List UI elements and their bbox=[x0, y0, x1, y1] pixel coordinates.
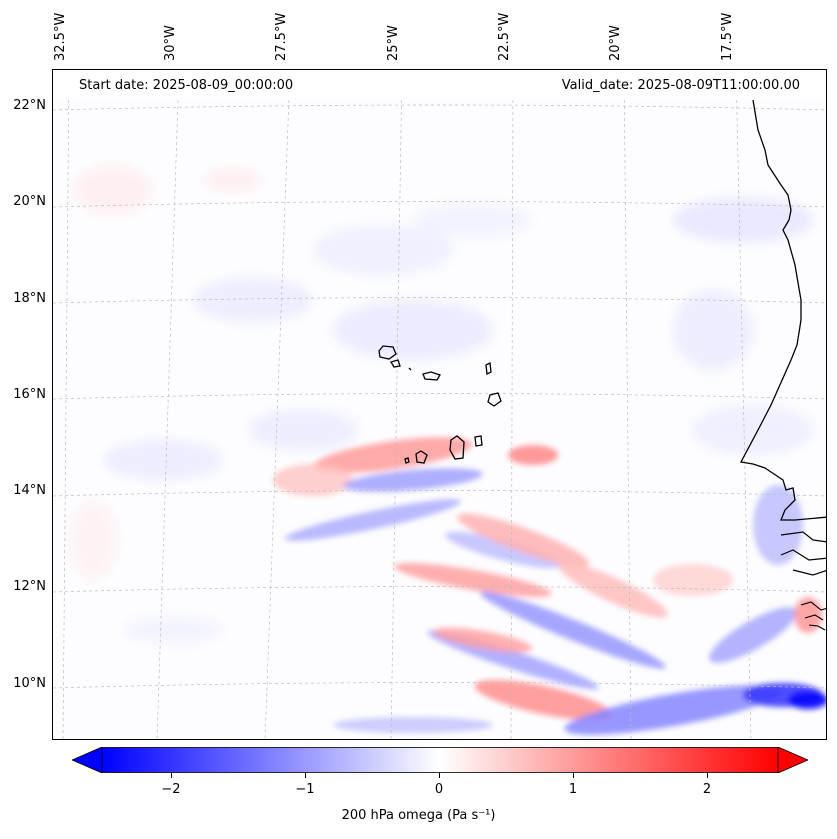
header-band bbox=[53, 70, 826, 98]
colorbar-tick-0: 0 bbox=[434, 782, 444, 797]
colorbar-tickmark-1 bbox=[573, 773, 574, 778]
lon-label-32-5w: 32.5°W bbox=[53, 12, 68, 61]
valid-date: Valid_date: 2025-08-09T11:00:00.00 bbox=[561, 78, 800, 93]
colorbar-extend-min bbox=[72, 747, 103, 773]
lon-label-25w: 25°W bbox=[386, 25, 401, 61]
colorbar-tick-1: 1 bbox=[568, 782, 578, 797]
colorbar-tick-neg2: −2 bbox=[161, 782, 181, 797]
colorbar-label: 200 hPa omega (Pa s⁻¹) bbox=[341, 808, 496, 823]
lat-label-22n: 22°N bbox=[13, 98, 46, 113]
lat-label-12n: 12°N bbox=[13, 579, 46, 594]
omega-strong-anomalies bbox=[273, 437, 826, 735]
omega-weak-anomalies bbox=[68, 165, 813, 644]
map-panel[interactable]: Start date: 2025-08-09_00:00:00 Valid_da… bbox=[52, 69, 827, 740]
colorbar-extend-max bbox=[777, 747, 808, 773]
graticule bbox=[53, 70, 826, 739]
start-date: Start date: 2025-08-09_00:00:00 bbox=[79, 78, 294, 93]
colorbar bbox=[72, 747, 808, 773]
lon-label-20w: 20°W bbox=[608, 25, 623, 61]
colorbar-gradient bbox=[101, 747, 779, 773]
lon-label-17-5w: 17.5°W bbox=[720, 12, 735, 61]
africa-coastline bbox=[740, 99, 826, 521]
lon-label-22-5w: 22.5°W bbox=[497, 12, 512, 61]
lat-label-16n: 16°N bbox=[13, 387, 46, 402]
guinea-bissau-islands bbox=[800, 601, 826, 631]
lon-label-30w: 30°W bbox=[163, 25, 178, 61]
colorbar-tick-2: 2 bbox=[702, 782, 712, 797]
colorbar-tickmark-0 bbox=[439, 773, 440, 778]
lat-label-20n: 20°N bbox=[13, 194, 46, 209]
lat-label-10n: 10°N bbox=[13, 676, 46, 691]
colorbar-tickmark-neg2 bbox=[171, 773, 172, 778]
colorbar-tickmark-neg1 bbox=[305, 773, 306, 778]
lat-label-18n: 18°N bbox=[13, 291, 46, 306]
lon-label-27-5w: 27.5°W bbox=[274, 12, 289, 61]
colorbar-tick-neg1: −1 bbox=[295, 782, 315, 797]
lat-label-14n: 14°N bbox=[13, 483, 46, 498]
colorbar-tickmark-2 bbox=[707, 773, 708, 778]
gambia-coast bbox=[780, 531, 826, 576]
cape-verde-islands bbox=[378, 345, 502, 464]
omega-field bbox=[53, 70, 826, 739]
